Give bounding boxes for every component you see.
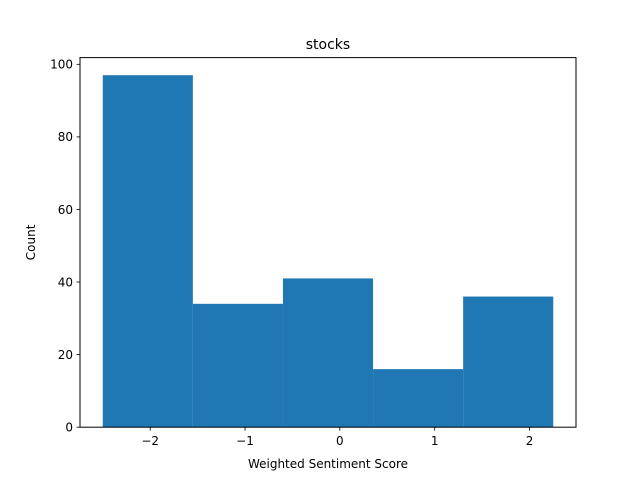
x-tick-label: 1 (431, 434, 439, 448)
y-tick-label: 20 (58, 348, 73, 362)
histogram-bar-4 (373, 369, 464, 428)
x-axis-label: Weighted Sentiment Score (248, 457, 408, 471)
y-tick-label: 80 (58, 130, 73, 144)
x-tick-label: −2 (141, 434, 159, 448)
x-tick-label: 0 (336, 434, 344, 448)
histogram-bar-1 (102, 75, 193, 428)
y-tick-label: 0 (65, 421, 73, 435)
y-axis-ticks: 0 20 40 60 80 100 (50, 58, 80, 435)
histogram-bar-2 (192, 303, 283, 428)
x-tick-label: −1 (236, 434, 254, 448)
histogram-bar-3 (282, 278, 374, 428)
x-axis-ticks: −2 −1 0 1 2 (141, 427, 533, 448)
bars-group (102, 75, 554, 428)
x-tick-label: 2 (526, 434, 534, 448)
y-axis-label: Count (24, 224, 38, 260)
histogram-bar-5 (463, 296, 554, 428)
y-tick-label: 60 (58, 203, 73, 217)
y-tick-label: 100 (50, 58, 73, 72)
chart-title: stocks (306, 37, 350, 53)
y-tick-label: 40 (58, 275, 73, 289)
axes-frame (79, 57, 577, 428)
